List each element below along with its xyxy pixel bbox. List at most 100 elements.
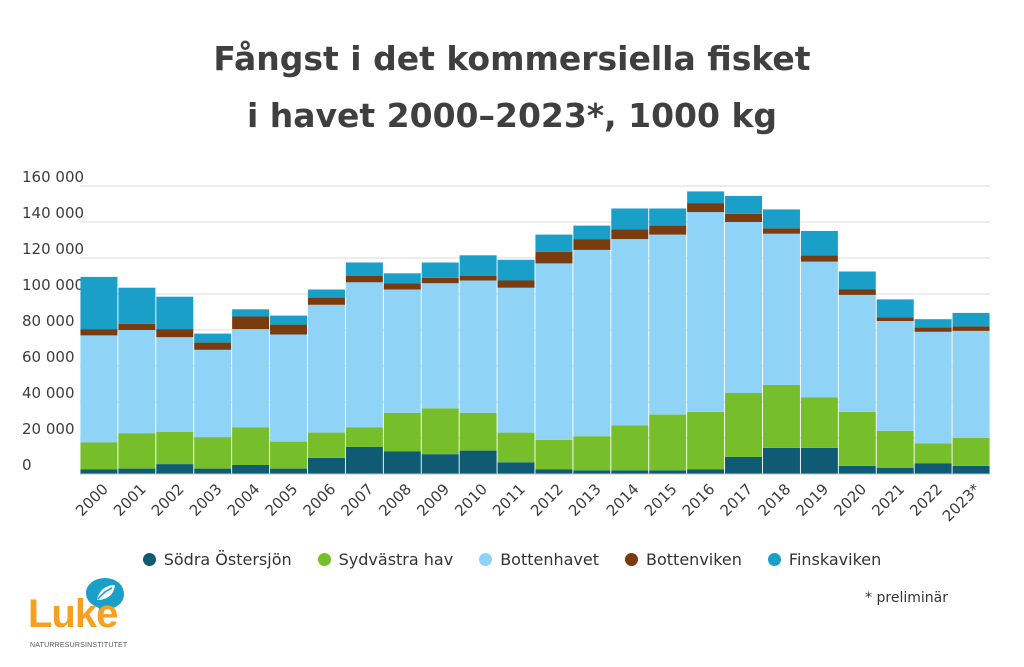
bar-segment	[459, 412, 497, 451]
bar-segment	[421, 262, 459, 278]
bar-segment	[421, 277, 459, 284]
bar-segment	[611, 470, 649, 474]
chart-title: Fångst i det kommersiella fisket i havet…	[0, 30, 1024, 144]
x-tick-label: 2012	[527, 480, 567, 520]
bar-segment	[611, 208, 649, 230]
y-tick-label: 80 000	[22, 312, 75, 330]
bar-segment	[421, 454, 459, 474]
bar-segment	[232, 309, 270, 317]
bar-segment	[345, 447, 383, 474]
legend-item: Finskaviken	[767, 550, 882, 569]
bar-segment	[383, 283, 421, 290]
x-tick-label: 2021	[868, 480, 908, 520]
legend-label: Bottenviken	[646, 550, 742, 569]
bar-segment	[194, 468, 232, 474]
bar-segment	[232, 329, 270, 428]
legend-item: Södra Östersjön	[142, 550, 292, 569]
bar-segment	[800, 447, 838, 474]
chart-title-line2: i havet 2000–2023*, 1000 kg	[246, 96, 778, 135]
bar-segment	[876, 430, 914, 468]
bar-segment	[649, 414, 687, 471]
bar-segment	[838, 289, 876, 295]
bar-segment	[80, 276, 118, 330]
bar-segment	[156, 329, 194, 338]
bar-segment	[611, 239, 649, 426]
bar-segment	[345, 282, 383, 428]
legend-item: Sydvästra hav	[317, 550, 453, 569]
bar-segment	[459, 276, 497, 281]
x-tick-label: 2001	[110, 480, 150, 520]
bar-segment	[535, 263, 573, 440]
bar-segment	[687, 191, 725, 204]
bar-segment	[80, 335, 118, 443]
bar-segment	[952, 438, 990, 466]
bar-segment	[80, 329, 118, 336]
bar-segment	[497, 280, 535, 288]
bar-segment	[762, 228, 800, 234]
bar-segment	[687, 411, 725, 470]
bar-segment	[838, 294, 876, 412]
bar-segment	[649, 470, 687, 474]
bar-segment	[914, 327, 952, 332]
x-tick-label: 2011	[489, 480, 529, 520]
stacked-bar-chart: 0 20 000 40 000 60 000 80 000 100 000 120 000 1…	[22, 168, 990, 525]
x-tick-label: 2007	[337, 480, 377, 520]
bar-segment	[345, 427, 383, 447]
bar-segment	[156, 296, 194, 330]
bar-segment	[80, 469, 118, 474]
bar-segment	[725, 195, 763, 214]
bar-segment	[232, 465, 270, 474]
legend-swatch	[317, 553, 331, 566]
bar-segment	[535, 439, 573, 470]
bar-segment	[270, 334, 308, 442]
bar-segment	[800, 255, 838, 262]
bar-segment	[194, 437, 232, 469]
bar-segment	[876, 321, 914, 431]
y-tick-label: 0	[22, 456, 32, 474]
bar-segment	[459, 450, 497, 474]
x-tick-label: 2017	[717, 480, 757, 520]
bar-segment	[497, 462, 535, 474]
bar-segment	[383, 451, 421, 474]
bar-segment	[611, 229, 649, 240]
bar-segment	[838, 271, 876, 290]
bar-segment	[876, 299, 914, 318]
bar-segment	[838, 411, 876, 466]
bar-segment	[345, 262, 383, 276]
bar-segment	[270, 441, 308, 469]
bar-segment	[952, 465, 990, 474]
bar-segment	[573, 249, 611, 437]
legend-swatch	[767, 553, 781, 566]
bar-segment	[383, 289, 421, 413]
bar-segment	[232, 427, 270, 465]
x-tick-label: 2018	[755, 480, 795, 520]
bar-segment	[725, 213, 763, 222]
bar-segment	[914, 463, 952, 474]
bar-segment	[535, 234, 573, 252]
bar-segment	[725, 456, 763, 474]
bar-segment	[952, 330, 990, 438]
bar-segment	[307, 457, 345, 474]
x-tick-label: 2016	[679, 480, 719, 520]
bar-segment	[383, 412, 421, 452]
bar-segment	[725, 222, 763, 393]
legend-label: Finskaviken	[788, 550, 882, 569]
bar-segment	[914, 443, 952, 464]
x-tick-label: 2008	[375, 480, 415, 520]
bar-segment	[118, 287, 156, 324]
bar-segment	[459, 280, 497, 413]
bar-segment	[573, 225, 611, 240]
bar-segment	[573, 436, 611, 471]
bar-segment	[345, 276, 383, 283]
bar-segment	[194, 333, 232, 343]
bar-segment	[535, 251, 573, 264]
bar-segment	[497, 432, 535, 463]
y-tick-label: 40 000	[22, 384, 75, 402]
bar-segment	[307, 297, 345, 305]
bar-segment	[762, 233, 800, 385]
legend-swatch	[479, 553, 493, 566]
x-tick-label: 2020	[830, 480, 870, 520]
x-tick-label: 2019	[792, 480, 832, 520]
bar-segment	[194, 349, 232, 438]
bar-segment	[573, 470, 611, 474]
